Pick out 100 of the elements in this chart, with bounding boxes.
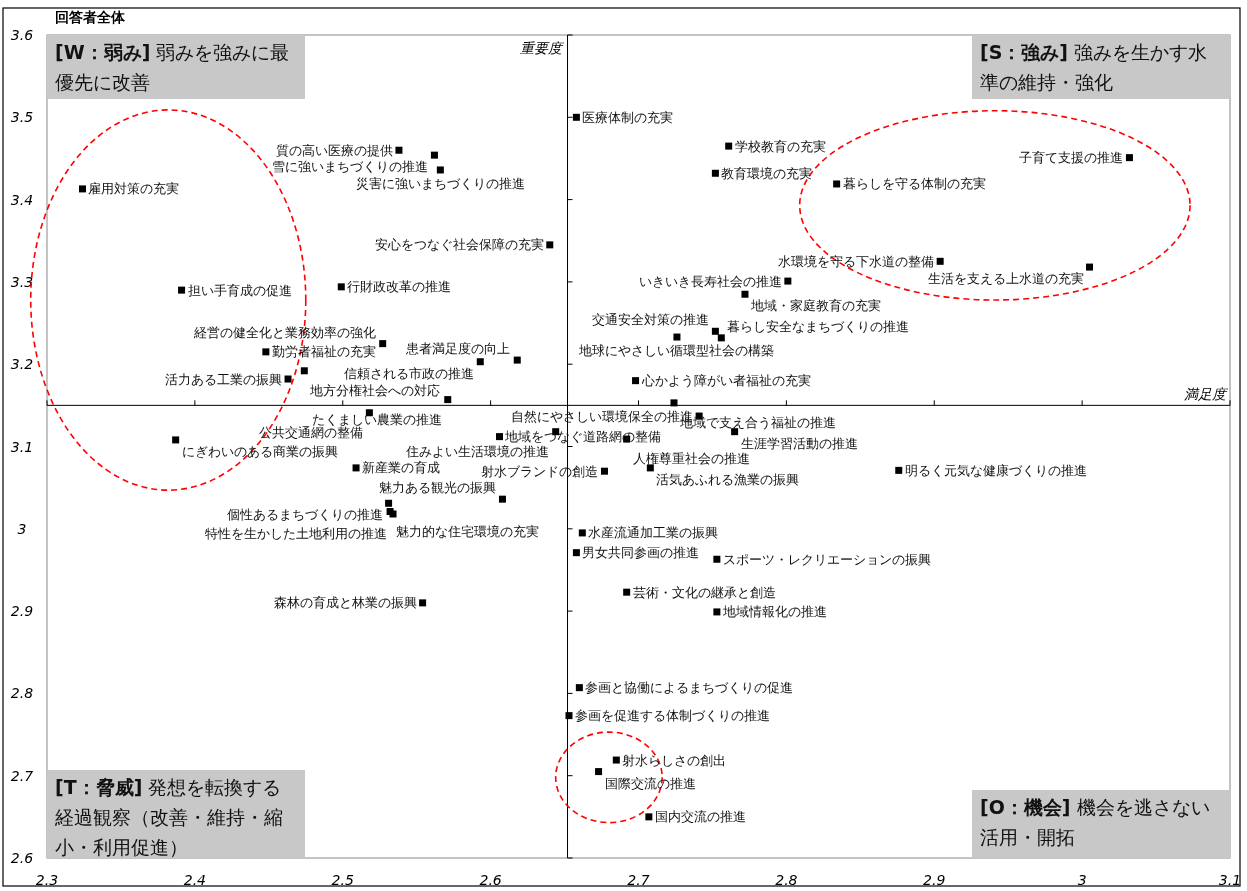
point (444, 396, 452, 404)
annotation: 生涯学習活動の推進 (740, 435, 858, 451)
point (575, 684, 583, 692)
annotation: 教育環境の充実 (721, 165, 813, 181)
annotation: 暮らし安全なまちづくりの推進 (727, 318, 910, 334)
annotation: 信頼される市政の推進 (344, 365, 475, 381)
point (337, 283, 345, 291)
annotation: 人権尊重社会の推進 (632, 451, 750, 467)
point (600, 467, 608, 475)
point (78, 185, 86, 193)
point (623, 588, 631, 596)
point (385, 499, 393, 507)
point (379, 340, 387, 348)
point (395, 146, 403, 154)
point (725, 142, 733, 150)
annotation: 患者満足度の向上 (405, 341, 511, 357)
annotation: 特性を生かした土地利用の推進 (205, 525, 388, 541)
x-tick-label: 3 (1077, 872, 1087, 888)
point (1125, 154, 1133, 162)
point (711, 327, 719, 335)
point (731, 428, 739, 436)
annotation: 安心をつなぐ社会保障の充実 (374, 237, 544, 253)
annotation: 質の高い医療の提供 (275, 142, 393, 158)
point (352, 464, 360, 472)
x-tick-label: 2.8 (775, 872, 798, 888)
y-tick-label: 3.2 (10, 356, 34, 373)
annotation: 魅力的な住宅環境の充実 (396, 523, 540, 539)
y-tick-label: 3.5 (10, 109, 34, 126)
annotation: 地方分権社会への対応 (309, 382, 441, 398)
y-tick-label: 3.4 (10, 191, 34, 208)
x-tick-label: 2.4 (183, 872, 207, 888)
annotation: 学校教育の充実 (734, 138, 826, 154)
point (572, 113, 580, 121)
annotation: 勤労者福祉の充実 (271, 344, 376, 360)
annotation: にぎわいのある商業の振興 (181, 443, 338, 459)
x-tick-label: 3.1 (1218, 872, 1242, 888)
annotation: 子育て支援の推進 (1019, 150, 1124, 166)
annotation: 暮らしを守る体制の充実 (842, 176, 986, 192)
point (895, 466, 903, 474)
annotation: 住みよい生活環境の推進 (404, 443, 549, 459)
y-tick-label: 2.8 (10, 685, 34, 702)
annotation: たくましい農業の推進 (311, 411, 442, 427)
point (172, 436, 180, 444)
point (784, 277, 792, 285)
point (632, 377, 640, 385)
y-tick-label: 3 (17, 520, 27, 537)
y-tick-label: 3.6 (10, 27, 34, 43)
point (565, 712, 573, 720)
point (300, 367, 308, 375)
annotation: [O：機会] 機会を逃さない活用・開拓 (972, 790, 1230, 858)
point (711, 169, 719, 177)
x-tick-label: 2.5 (331, 872, 354, 888)
annotation: 水環境を守る下水道の整備 (778, 253, 935, 269)
annotation: 心かよう障がい者福祉の充実 (640, 373, 811, 389)
annotation: [W：弱み] 弱みを強みに最優先に改善 (47, 35, 305, 99)
annotation: 地域・家庭教育の充実 (749, 298, 881, 314)
annotation: 交通安全対策の推進 (592, 312, 710, 328)
chart-title: 回答者全体 (55, 9, 126, 25)
point (430, 151, 438, 159)
point (572, 549, 580, 557)
annotation: 参画と協働によるまちづくりの促進 (585, 680, 794, 696)
ref-line-label: 重要度 (519, 40, 564, 56)
point (436, 166, 444, 174)
point (178, 286, 186, 294)
annotation: 新産業の育成 (362, 460, 441, 476)
y-tick-label: 3.1 (10, 438, 34, 455)
annotation: 行財政改革の推進 (347, 279, 452, 295)
x-tick-label: 2.3 (35, 872, 59, 888)
annotation: 生活を支える上水道の充実 (927, 271, 1084, 287)
point (262, 348, 270, 356)
annotation: 災害に強いまちづくりの推進 (355, 175, 525, 191)
x-tick-label: 2.6 (479, 872, 502, 888)
annotation: スポーツ・レクリエーションの振興 (722, 551, 931, 567)
point (717, 334, 725, 342)
point (670, 399, 678, 407)
annotation: 活力ある工業の振興 (165, 371, 283, 387)
point (513, 356, 521, 364)
annotation: 明るく元気な健康づくりの推進 (904, 462, 1087, 478)
annotation: 個性あるまちづくりの推進 (226, 507, 383, 523)
point (833, 180, 841, 188)
x-tick-label: 2.9 (923, 872, 946, 888)
annotation: 森林の育成と林業の振興 (273, 595, 417, 611)
point (595, 768, 603, 776)
point (673, 333, 681, 341)
annotation: 雪に強いまちづくりの推進 (272, 159, 429, 175)
point (578, 529, 586, 537)
point (498, 495, 506, 503)
point (1086, 263, 1094, 271)
point (741, 290, 749, 298)
annotation: 魅力ある観光の振興 (379, 480, 497, 496)
y-tick-label: 2.7 (10, 767, 34, 784)
annotation: 地球にやさしい循環型社会の構築 (577, 343, 774, 359)
point (612, 756, 620, 764)
annotation: 水産流通加工業の振興 (588, 525, 719, 541)
point (936, 257, 944, 265)
y-tick-label: 2.6 (10, 850, 34, 866)
annotation: 地域情報化の推進 (721, 604, 827, 620)
x-tick-label: 2.7 (627, 872, 650, 888)
point (546, 241, 554, 249)
annotation: 担い手育成の促進 (187, 282, 292, 298)
